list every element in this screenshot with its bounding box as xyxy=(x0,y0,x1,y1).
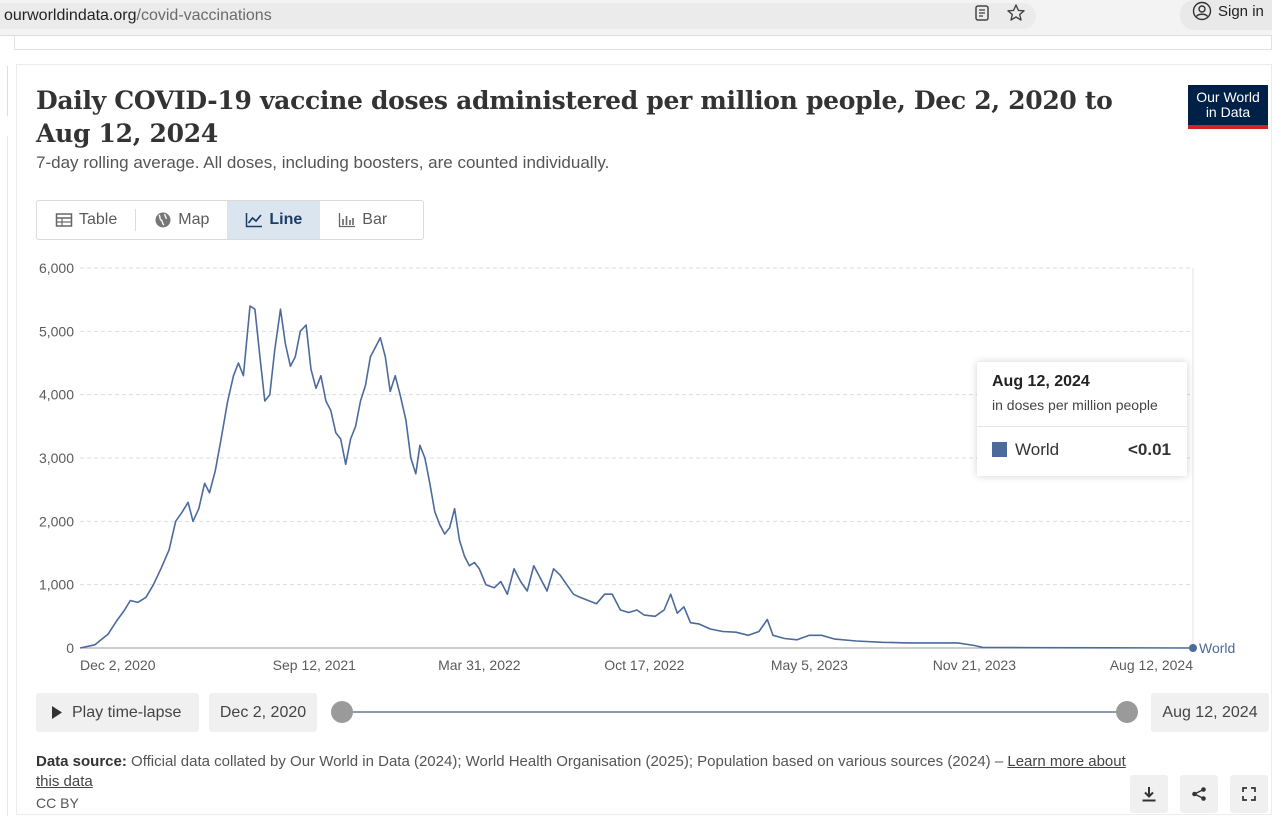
left-panel-edge-lower xyxy=(0,136,8,816)
play-timelapse-label: Play time-lapse xyxy=(72,704,182,721)
sign-in-label: Sign in xyxy=(1218,3,1264,20)
x-axis-ticks: Dec 2, 2020 Sep 12, 2021 Mar 31, 2022 Oct 1… xyxy=(80,657,1193,673)
tooltip-series-name: World xyxy=(1015,440,1060,459)
download-button[interactable] xyxy=(1130,775,1168,813)
tab-table[interactable]: Table xyxy=(37,201,135,239)
y-tick-label: 6,000 xyxy=(39,260,74,276)
timeline-track[interactable] xyxy=(342,711,1127,713)
tab-map[interactable]: Map xyxy=(136,201,227,239)
chart-title: Daily COVID-19 vaccine doses administere… xyxy=(36,86,1113,148)
y-tick-label: 3,000 xyxy=(39,450,74,466)
series-end-point xyxy=(1189,643,1197,652)
data-source-label: Data source: xyxy=(36,753,127,770)
fullscreen-button[interactable] xyxy=(1230,775,1268,813)
left-panel-edge xyxy=(0,66,8,116)
timeline-start-handle[interactable] xyxy=(331,701,353,723)
tooltip-series-value: <0.01 xyxy=(1127,440,1171,459)
tooltip-divider xyxy=(977,426,1187,427)
x-tick-label: Nov 21, 2023 xyxy=(933,657,1016,673)
x-tick-label: Aug 12, 2024 xyxy=(1110,657,1194,673)
line-chart[interactable]: 0 1,000 2,000 3,000 4,000 5,000 6,000 Dec 2, 2… xyxy=(0,250,1272,680)
fullscreen-icon xyxy=(1242,787,1256,801)
bar-chart-icon xyxy=(339,213,356,228)
tab-bar-label: Bar xyxy=(362,211,388,228)
chart-tabs: Table Map Line Bar xyxy=(36,200,424,240)
sign-in-button[interactable]: Sign in xyxy=(1180,0,1272,30)
tab-table-label: Table xyxy=(79,211,118,228)
y-tick-label: 4,000 xyxy=(39,387,74,403)
series-line-world xyxy=(79,305,1194,649)
y-axis-ticks: 0 1,000 2,000 3,000 4,000 5,000 6,000 xyxy=(39,260,74,656)
play-icon xyxy=(52,706,62,719)
tab-bar[interactable]: Bar xyxy=(320,201,405,239)
tooltip-unit: in doses per million people xyxy=(992,397,1158,413)
reader-view-icon[interactable] xyxy=(972,3,992,23)
download-icon xyxy=(1142,787,1156,802)
y-tick-label: 0 xyxy=(66,640,74,656)
play-timelapse-button[interactable]: Play time-lapse xyxy=(36,693,199,732)
chart-tooltip: Aug 12, 2024 in doses per million people… xyxy=(977,362,1187,476)
y-tick-label: 5,000 xyxy=(39,323,74,339)
x-tick-label: May 5, 2023 xyxy=(771,657,848,673)
license-label[interactable]: CC BY xyxy=(36,795,79,811)
page-strip xyxy=(14,36,1272,50)
logo-line-1: Our World xyxy=(1196,89,1260,105)
account-icon xyxy=(1192,1,1212,21)
y-tick-label: 2,000 xyxy=(39,513,74,529)
data-source-text: Official data collated by Our World in D… xyxy=(131,753,1004,770)
y-tick-label: 1,000 xyxy=(39,577,74,593)
chart-series: World xyxy=(79,305,1235,656)
address-bar[interactable]: ourworldindata.org/covid-vaccinations xyxy=(0,3,1036,29)
timeline-end-date[interactable]: Aug 12, 2024 xyxy=(1151,693,1269,732)
data-source: Data source: Official data collated by O… xyxy=(36,752,1126,792)
url-path: /covid-vaccinations xyxy=(136,7,272,24)
timeline-end-handle[interactable] xyxy=(1116,701,1138,723)
tab-divider xyxy=(135,209,137,231)
share-icon xyxy=(1192,787,1206,801)
line-chart-icon xyxy=(246,213,263,228)
share-button[interactable] xyxy=(1180,775,1218,813)
timeline-start-date[interactable]: Dec 2, 2020 xyxy=(209,693,317,732)
tab-map-label: Map xyxy=(178,211,210,228)
series-end-label: World xyxy=(1199,640,1235,656)
x-tick-label: Sep 12, 2021 xyxy=(273,657,357,673)
tab-line[interactable]: Line xyxy=(227,201,321,239)
tooltip-series-swatch xyxy=(992,442,1007,457)
tab-line-label: Line xyxy=(269,211,303,228)
globe-icon xyxy=(155,212,171,228)
bookmark-star-icon[interactable] xyxy=(1006,3,1026,23)
x-tick-label: Oct 17, 2022 xyxy=(604,657,684,673)
learn-more-link[interactable]: Learn more about this data xyxy=(36,753,1126,790)
url-domain: ourworldindata.org xyxy=(4,7,137,24)
tooltip-date: Aug 12, 2024 xyxy=(992,373,1090,390)
x-tick-label: Mar 31, 2022 xyxy=(438,657,521,673)
table-icon xyxy=(55,213,73,227)
browser-toolbar: ourworldindata.org/covid-vaccinations Si… xyxy=(0,0,1272,36)
logo-line-2: in Data xyxy=(1205,104,1251,120)
chart-subtitle: 7-day rolling average. All doses, includ… xyxy=(36,153,610,172)
owid-logo[interactable]: Our World in Data xyxy=(1188,85,1268,129)
x-tick-label: Dec 2, 2020 xyxy=(80,657,156,673)
